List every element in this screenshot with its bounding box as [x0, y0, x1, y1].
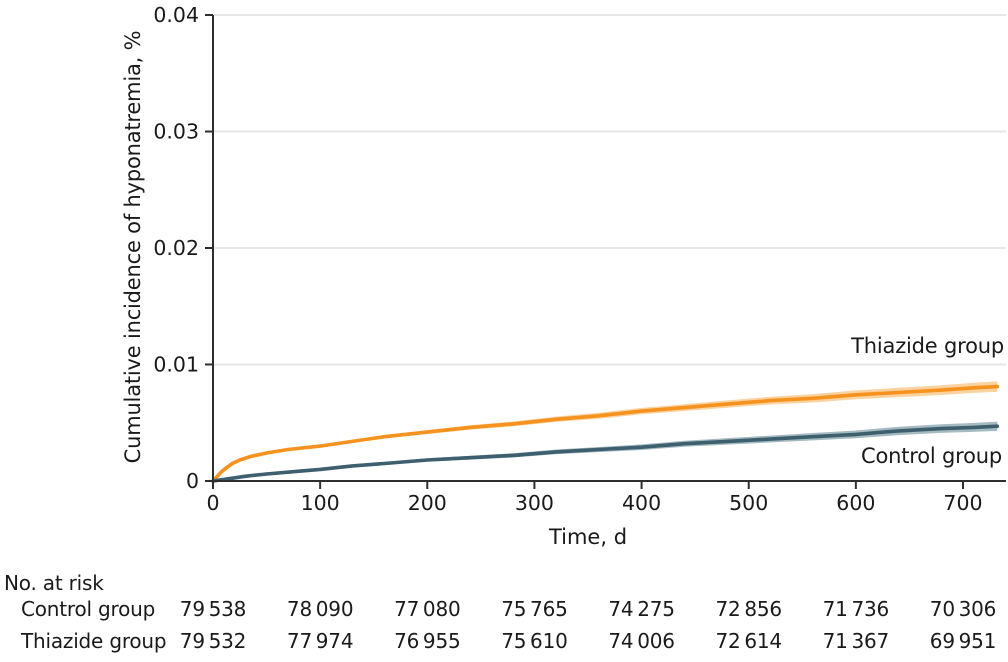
risk-value: 75 610 [501, 629, 568, 653]
x-tick-label: 200 [408, 491, 447, 515]
x-tick-label: 0 [206, 491, 219, 515]
y-tick-label: 0.02 [153, 236, 199, 260]
x-tick-label: 100 [301, 491, 340, 515]
y-tick-label: 0.01 [153, 353, 199, 377]
risk-value: 74 006 [608, 629, 675, 653]
control-series-label: Control group [861, 444, 1002, 468]
x-tick-label: 400 [622, 491, 661, 515]
y-tick-label: 0.03 [153, 120, 199, 144]
risk-value: 75 765 [501, 597, 568, 621]
risk-row-label-thiazide: Thiazide group [21, 629, 167, 653]
y-tick-label: 0 [186, 469, 199, 493]
y-tick-label: 0.04 [153, 3, 199, 27]
risk-value: 77 080 [394, 597, 461, 621]
risk-value: 74 275 [608, 597, 675, 621]
risk-value: 78 090 [286, 597, 354, 621]
x-tick-label: 500 [729, 491, 768, 515]
x-axis-title: Time, d [548, 525, 628, 549]
control-curve [211, 424, 1000, 483]
risk-value: 72 614 [715, 629, 782, 653]
risk-value: 71 367 [822, 629, 890, 653]
risk-value: 72 856 [715, 597, 782, 621]
risk-row-label-control: Control group [21, 597, 156, 621]
thiazide-curve [211, 384, 1000, 483]
risk-value: 79 532 [179, 629, 247, 653]
risk-value: 76 955 [394, 629, 461, 653]
y-axis-title: Cumulative incidence of hyponatremia, % [121, 30, 145, 464]
risk-value: 79 538 [179, 597, 247, 621]
risk-value: 70 306 [929, 597, 997, 621]
risk-table-title: No. at risk [4, 571, 104, 595]
risk-value: 71 736 [822, 597, 890, 621]
x-tick-label: 300 [515, 491, 554, 515]
risk-value: 69 951 [929, 629, 997, 653]
x-tick-label: 700 [943, 491, 982, 515]
x-tick-label: 600 [836, 491, 875, 515]
thiazide-series-label: Thiazide group [851, 334, 1004, 358]
risk-value: 77 974 [286, 629, 354, 653]
